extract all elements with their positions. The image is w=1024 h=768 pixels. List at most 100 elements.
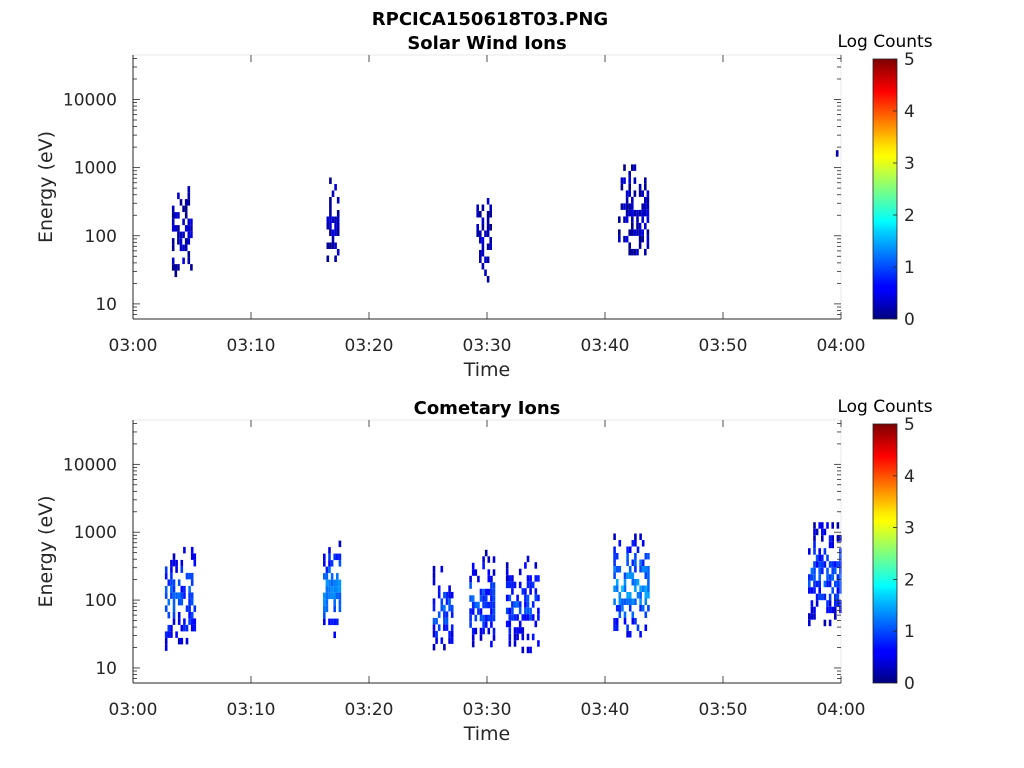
- data-cell: [521, 627, 525, 634]
- data-cell: [613, 533, 616, 540]
- data-cell: [450, 611, 454, 618]
- data-cell: [170, 585, 173, 593]
- data-cell: [484, 601, 488, 609]
- data-cell: [329, 229, 332, 236]
- data-cell: [448, 604, 451, 612]
- data-cell: [839, 548, 842, 555]
- data-cell: [440, 637, 444, 644]
- data-cell: [634, 579, 637, 586]
- data-cell: [187, 225, 191, 232]
- data-cell: [511, 614, 514, 621]
- data-cell: [628, 598, 632, 605]
- data-cell: [172, 585, 176, 593]
- data-cell: [180, 585, 184, 593]
- data-cell: [180, 637, 184, 645]
- data-cell: [826, 574, 829, 581]
- data-cell: [183, 592, 186, 599]
- data-cell: [184, 225, 188, 232]
- data-cell: [437, 624, 441, 631]
- data-cell: [489, 237, 492, 244]
- data-cell: [638, 242, 642, 249]
- data-cell: [810, 600, 814, 607]
- data-cell: [615, 585, 619, 592]
- data-cell: [813, 541, 816, 549]
- data-cell: [486, 256, 490, 263]
- data-cell: [479, 211, 482, 218]
- data-cell: [628, 170, 631, 178]
- data-cell: [646, 196, 650, 204]
- colorbar-label: Log Counts: [837, 397, 932, 417]
- data-cell: [172, 592, 176, 599]
- data-cell: [471, 634, 475, 641]
- data-cell: [336, 573, 339, 580]
- data-cell: [448, 637, 451, 644]
- data-cell: [182, 218, 185, 226]
- data-cell: [521, 588, 525, 595]
- data-cell: [831, 567, 834, 575]
- data-cell: [526, 633, 530, 641]
- data-cell: [338, 599, 342, 606]
- data-cell: [646, 190, 650, 197]
- data-cell: [628, 177, 631, 184]
- data-cell: [644, 585, 648, 592]
- data-cell: [474, 601, 478, 609]
- data-cell: [526, 646, 530, 654]
- data-cell: [331, 229, 335, 236]
- data-cell: [526, 607, 530, 615]
- data-cell: [508, 594, 512, 602]
- data-cell: [184, 199, 188, 206]
- data-cell: [325, 605, 329, 613]
- data-cell: [613, 624, 616, 631]
- data-cell: [631, 222, 634, 230]
- data-cell: [615, 624, 619, 631]
- data-cell: [644, 592, 648, 599]
- data-cell: [482, 614, 485, 622]
- data-cell: [626, 559, 629, 566]
- data-cell: [646, 209, 650, 217]
- data-cell: [628, 572, 632, 579]
- data-cell: [618, 540, 622, 547]
- data-cell: [625, 196, 629, 204]
- data-cell: [823, 619, 827, 627]
- data-cell: [477, 608, 480, 615]
- data-cell: [333, 631, 336, 639]
- data-cell: [628, 209, 631, 217]
- data-cell: [815, 593, 819, 601]
- data-cell: [828, 619, 832, 627]
- data-cell: [490, 608, 493, 615]
- data-cell: [524, 594, 527, 602]
- data-cell: [190, 225, 193, 232]
- data-cell: [180, 624, 184, 632]
- data-cell: [831, 535, 834, 542]
- data-cell: [469, 582, 472, 589]
- data-cell: [628, 190, 631, 197]
- data-cell: [448, 598, 451, 605]
- data-cell: [185, 572, 189, 580]
- x-tick-label: 04:00: [817, 336, 866, 356]
- data-cell: [328, 592, 331, 600]
- data-cell: [511, 601, 514, 608]
- data-cell: [636, 624, 640, 631]
- data-cell: [432, 617, 436, 625]
- data-cell: [623, 164, 626, 171]
- data-cell: [638, 235, 642, 243]
- data-cell: [524, 588, 527, 595]
- data-cell: [615, 618, 619, 625]
- data-cell: [526, 614, 530, 621]
- data-cell: [328, 566, 331, 574]
- data-cell: [325, 573, 329, 580]
- data-cell: [490, 588, 493, 596]
- data-cell: [479, 627, 483, 635]
- data-cell: [815, 561, 819, 568]
- data-cell: [443, 643, 446, 651]
- data-cell: [487, 569, 491, 576]
- data-cell: [513, 640, 517, 647]
- data-cell: [531, 614, 535, 621]
- data-cell: [481, 250, 485, 257]
- data-cell: [182, 257, 185, 265]
- data-cell: [626, 546, 629, 553]
- data-cell: [821, 561, 824, 568]
- data-cell: [839, 587, 842, 594]
